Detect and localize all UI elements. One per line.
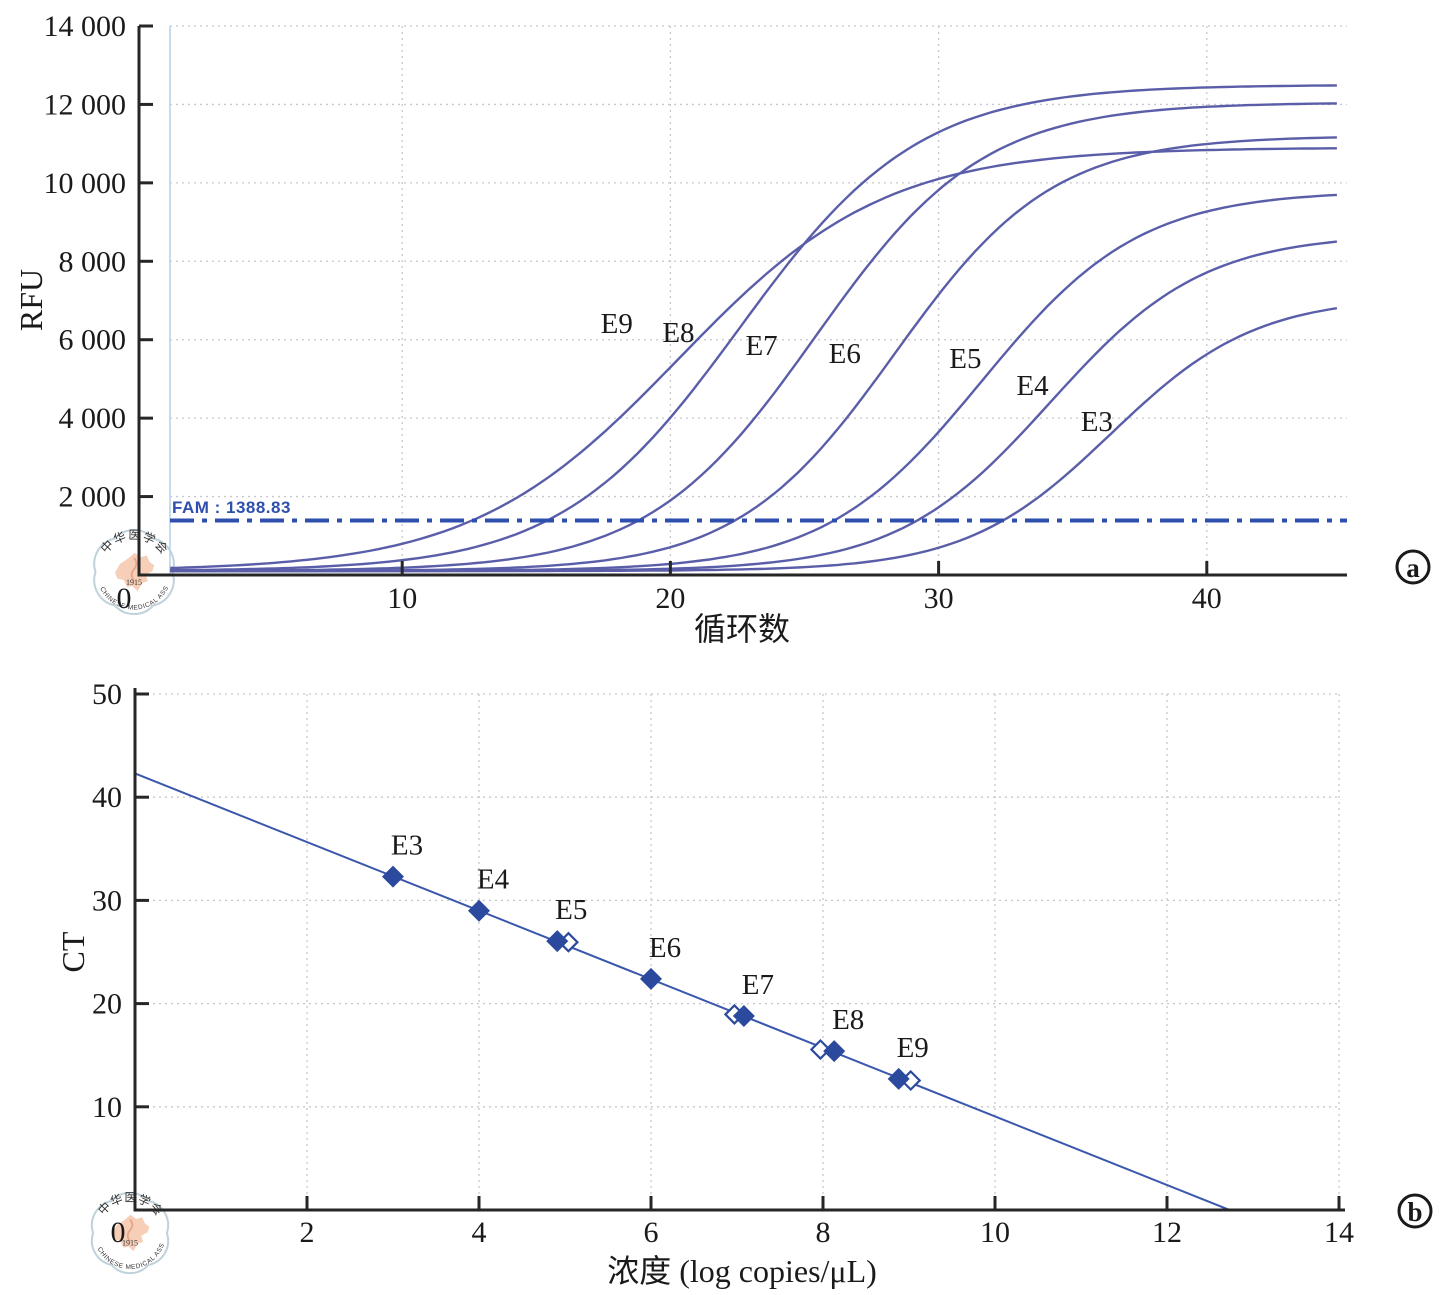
point-label-E7: E7	[742, 969, 774, 1001]
x-tick-label-30: 30	[924, 582, 954, 615]
point-label-E4: E4	[477, 864, 510, 896]
open-diamond-E8	[809, 1038, 831, 1061]
curve-E9	[170, 147, 1337, 570]
panel-a-badge-letter: a	[1406, 553, 1420, 583]
x-tick-label-0: 0	[111, 1216, 126, 1249]
fam-threshold-label: FAM : 1388.83	[172, 498, 291, 517]
y-axis-title-rfu: RFU	[13, 269, 49, 331]
curve-label-E7: E7	[745, 330, 777, 362]
wm-year: 1915	[122, 1239, 138, 1248]
y-tick-label-10000: 10 000	[44, 167, 127, 200]
curve-E7	[170, 102, 1337, 573]
x-axis-title-concentration: 浓度 (log copies/μL)	[607, 1253, 877, 1289]
point-label-E9: E9	[897, 1032, 929, 1064]
point-E5	[546, 930, 569, 953]
curve-E8	[170, 84, 1337, 572]
x-tick-label-12: 12	[1152, 1216, 1182, 1249]
china-map-shape	[111, 1214, 150, 1252]
point-E9	[887, 1067, 910, 1090]
y-tick-label-20: 20	[92, 988, 122, 1021]
point-label-E8: E8	[832, 1004, 864, 1036]
x-tick-label-20: 20	[655, 582, 685, 615]
amplification-curves: E9 E8 E7 E6 E5 E4 E3	[170, 84, 1347, 573]
y-tick-label-10: 10	[92, 1091, 122, 1124]
x-axis-title-cycles: 循环数	[694, 611, 790, 647]
curve-label-E6: E6	[829, 338, 861, 370]
panel-b-badge-letter: b	[1407, 1197, 1422, 1227]
x-tick-label-8: 8	[816, 1216, 831, 1249]
x-tick-label-10: 10	[387, 582, 417, 615]
point-E6	[640, 967, 662, 990]
regression-line	[134, 772, 1231, 1211]
point-label-E5: E5	[555, 894, 587, 926]
y-tick-label-50: 50	[92, 678, 122, 711]
y-tick-label-40: 40	[92, 781, 122, 814]
grid-b	[135, 693, 1340, 1210]
curve-label-E9: E9	[601, 308, 633, 340]
y-axis-title-ct: CT	[55, 931, 91, 972]
y-tick-label-12000: 12 000	[44, 88, 127, 121]
point-E8	[823, 1040, 846, 1063]
point-label-E6: E6	[649, 932, 681, 964]
y-tick-label-6000: 6 000	[59, 324, 127, 357]
curve-label-E8: E8	[662, 317, 694, 349]
china-map-shape	[114, 552, 155, 592]
y-tick-label-30: 30	[92, 884, 122, 917]
point-E3	[382, 865, 404, 888]
x-tick-label-14: 14	[1324, 1216, 1354, 1249]
curve-label-E4: E4	[1016, 370, 1049, 402]
x-tick-label-40: 40	[1192, 582, 1222, 615]
grid-a	[169, 25, 1347, 575]
curve-label-E3: E3	[1081, 406, 1113, 438]
y-tick-label-8000: 8 000	[59, 245, 127, 278]
standard-curve-data: E3 E4 E5 E6 E7 E8 E9	[134, 772, 1231, 1211]
axes-b: 10 20 30 40 50 0 2 4 6 8 10 12 14	[92, 678, 1354, 1249]
wm-year: 1915	[126, 578, 142, 587]
panel-a-badge: a	[1395, 549, 1431, 585]
curve-E3	[170, 307, 1338, 573]
x-tick-label-0: 0	[117, 582, 132, 615]
panel-b-badge: b	[1397, 1193, 1433, 1229]
x-tick-label-4: 4	[472, 1216, 487, 1249]
serpent-staff	[130, 557, 138, 582]
point-E7	[732, 1004, 755, 1027]
point-E4	[468, 899, 490, 922]
serpent-staff	[126, 1218, 134, 1242]
curve-E5	[170, 193, 1337, 573]
curve-label-E5: E5	[949, 343, 981, 375]
point-label-E3: E3	[391, 830, 423, 862]
x-tick-label-10: 10	[980, 1216, 1010, 1249]
x-tick-label-6: 6	[644, 1216, 659, 1249]
y-tick-label-2000: 2 000	[59, 481, 127, 514]
y-tick-label-4000: 4 000	[59, 402, 127, 435]
x-tick-label-2: 2	[300, 1216, 315, 1249]
y-tick-label-14000: 14 000	[44, 10, 127, 43]
